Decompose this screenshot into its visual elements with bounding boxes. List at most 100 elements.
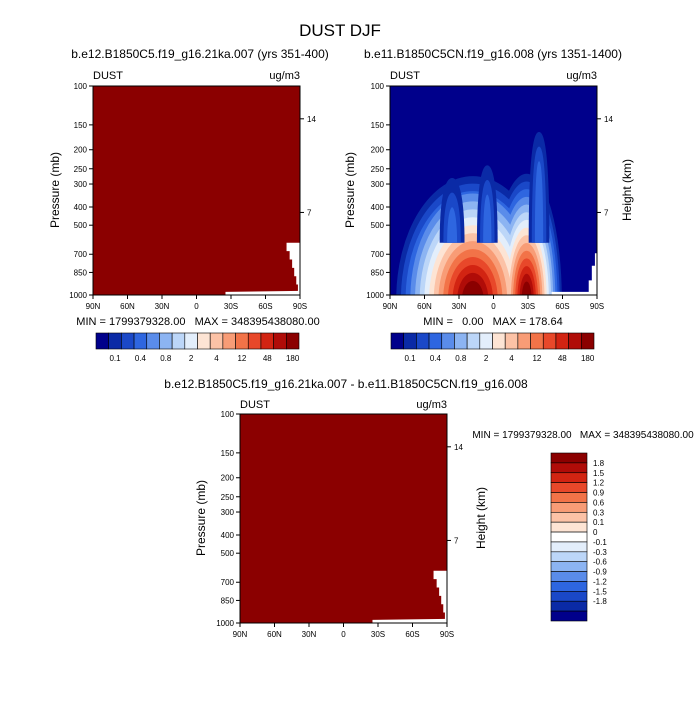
x-tick-label: 90S (590, 302, 604, 311)
colorbar-swatch (550, 591, 588, 602)
colorbar-swatch (247, 332, 262, 350)
colorbar-label: 0.1 (593, 518, 605, 527)
colorbar-swatch (550, 531, 588, 543)
x-tick-label: 30N (452, 302, 467, 311)
colorbar-swatch (550, 452, 588, 464)
panel-1-left-label: DUST (93, 70, 123, 82)
field-fill (93, 86, 300, 295)
colorbar-swatch (222, 332, 236, 350)
colorbar-swatch (184, 332, 198, 350)
y-tick-label: 500 (371, 221, 385, 230)
y-tick-label: 150 (371, 121, 385, 130)
colorbar-label: 4 (509, 354, 514, 363)
x-tick-label: 60N (267, 630, 282, 639)
plume-tongue-3 (447, 207, 458, 243)
x-tick-label: 30N (155, 302, 170, 311)
x-tick-label: 30N (302, 630, 317, 639)
plume-tongue-2 (483, 194, 492, 243)
colorbar-swatch (146, 332, 160, 350)
panel-1-axes: 90N 60N 30N 0 30S 60S 90S 100 150 200 250 300 400 500… (69, 82, 316, 311)
colorbar-swatch (479, 332, 493, 350)
colorbar-label: -0.1 (593, 538, 607, 547)
colorbar-label: 0.3 (593, 508, 605, 517)
x-tick-label: 30S (371, 630, 385, 639)
y-tick-label: 150 (221, 449, 235, 458)
contour-level-15 (521, 281, 532, 295)
panel-2-units-label: ug/m3 (566, 70, 597, 82)
y-tick-label: 400 (221, 531, 235, 540)
colorbar-swatch (197, 332, 211, 350)
colorbar-label: 0.8 (455, 354, 467, 363)
y2-tick-label: 14 (307, 115, 316, 124)
panel-3-stats: MIN = 1799379328.00 MAX = 348395438080.0… (472, 430, 694, 441)
colorbar-swatch (273, 332, 287, 350)
panel-3-ylabel: Pressure (mb) (194, 480, 208, 556)
colorbar-swatch (550, 462, 588, 474)
y-tick-label: 1000 (216, 619, 234, 628)
colorbar-swatch (159, 332, 173, 350)
colorbar-swatch (416, 332, 430, 350)
colorbar-swatch (550, 571, 588, 582)
colorbar-label: -1.8 (593, 597, 607, 606)
panel-3-field (240, 414, 447, 623)
panel-2-ylabel: Pressure (mb) (343, 152, 357, 228)
topography-mask (551, 253, 597, 295)
colorbar-swatch (550, 561, 588, 572)
y-tick-label: 850 (74, 268, 88, 277)
y-tick-label: 1000 (366, 291, 384, 300)
x-tick-label: 60N (417, 302, 432, 311)
colorbar-panel-3: 1.81.51.20.90.60.30.10-0.1-0.3-0.6-0.9-1… (550, 452, 607, 622)
x-tick-label: 90S (440, 630, 454, 639)
x-tick-label: 60N (120, 302, 135, 311)
colorbar-swatch (95, 332, 109, 350)
colorbar-swatch (171, 332, 186, 350)
panel-1: b.e12.B1850C5.f19_g16.21ka.007 (yrs 351-… (48, 47, 329, 328)
colorbar-swatch (466, 332, 481, 350)
colorbar-label: -0.3 (593, 548, 607, 557)
page-title: DUST DJF (299, 21, 381, 40)
topography-mask (372, 570, 447, 623)
colorbar-label: 2 (484, 354, 489, 363)
colorbar-swatch (568, 332, 582, 350)
colorbar-swatch (121, 332, 135, 350)
y-tick-label: 100 (221, 410, 235, 419)
y-tick-label: 200 (371, 146, 385, 155)
colorbar-swatch (542, 332, 557, 350)
y-tick-label: 700 (221, 578, 235, 587)
colorbar-swatch (550, 581, 588, 592)
panel-2-left-label: DUST (390, 70, 420, 82)
panel-1-units-label: ug/m3 (269, 70, 300, 82)
x-tick-label: 90S (293, 302, 307, 311)
y-tick-label: 250 (221, 493, 235, 502)
panel-1-title: b.e12.B1850C5.f19_g16.21ka.007 (yrs 351-… (71, 47, 329, 61)
colorbar-swatch (133, 332, 148, 350)
x-tick-label: 0 (341, 630, 346, 639)
y-tick-label: 400 (74, 203, 88, 212)
panel-1-stats: MIN = 1799379328.00 MAX = 348395438080.0… (76, 316, 319, 328)
x-tick-label: 90N (233, 630, 248, 639)
y-tick-label: 100 (371, 82, 385, 91)
panel-3-units-label: ug/m3 (416, 399, 447, 411)
colorbar-label: 0.1 (404, 354, 416, 363)
colorbar-swatch (550, 472, 588, 483)
colorbar-swatch (260, 332, 274, 350)
panel-3: b.e12.B1850C5.f19_g16.21ka.007 - b.e11.B… (164, 377, 694, 639)
plume-tongue-1 (534, 161, 544, 243)
colorbar-swatch (390, 332, 404, 350)
x-tick-label: 30S (224, 302, 238, 311)
panel-3-ylabel2: Height (km) (474, 487, 488, 549)
colorbar-label: 0 (593, 528, 598, 537)
colorbar-swatch (550, 482, 588, 493)
colorbar-swatch (209, 332, 224, 350)
colorbar-label: 180 (286, 354, 300, 363)
y-tick-label: 850 (371, 268, 385, 277)
y2-tick-label: 7 (454, 536, 459, 545)
panel-2-axes: 90N 60N 30N 0 30S 60S 90S 100 150 200 250 300 400 500… (366, 82, 613, 311)
colorbar-label: 0.6 (593, 498, 605, 507)
panel-1-field (93, 86, 300, 295)
x-tick-label: 60S (555, 302, 569, 311)
colorbar-swatch (403, 332, 417, 350)
y2-tick-label: 14 (604, 115, 613, 124)
y2-tick-label: 7 (604, 208, 609, 217)
